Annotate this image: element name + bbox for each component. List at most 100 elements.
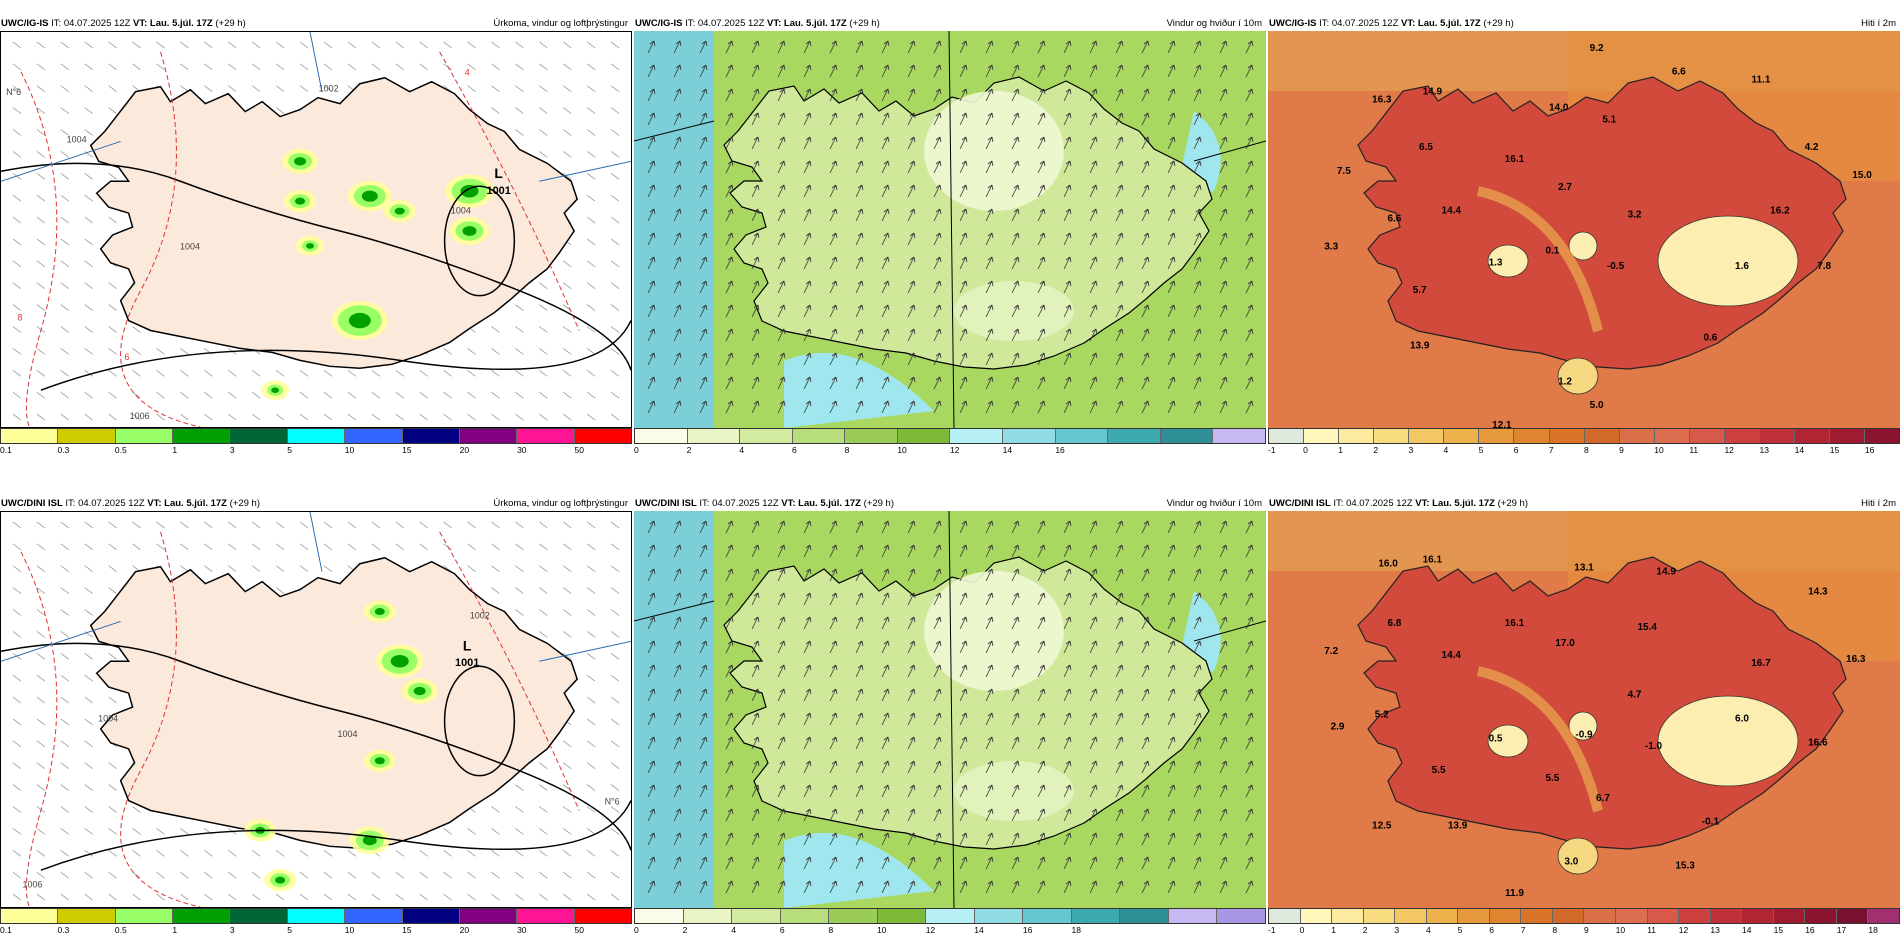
legend-swatch <box>1055 429 1109 443</box>
legend-tick-label: 3 <box>229 925 235 935</box>
wind-arrow <box>985 88 994 102</box>
wind-arrow <box>829 184 838 198</box>
wind-arrow <box>881 352 890 366</box>
wind-arrow <box>803 520 812 534</box>
wind-arrow <box>1063 880 1072 894</box>
wind-barb <box>84 674 93 682</box>
wind-arrow <box>725 256 734 270</box>
legend-tick-label: 3 <box>1408 445 1414 455</box>
wind-barb <box>228 391 237 399</box>
map-precip: L 1001 1002 1004 1004 1004 1006 8 6 4 N°6 <box>0 31 632 428</box>
wind-arrow <box>1063 160 1072 174</box>
legend-bar <box>0 428 632 444</box>
legend-ticks: -1012345678910111213141516171819 <box>1268 925 1900 936</box>
wind-arrow <box>829 880 838 894</box>
wind-arrow <box>907 112 916 126</box>
wind-arrow <box>881 400 890 414</box>
wind-barb <box>371 543 381 551</box>
wind-arrow <box>1141 784 1150 798</box>
wind-barb <box>156 893 165 901</box>
wind-arrow <box>959 40 968 54</box>
wind-arrow <box>907 256 916 270</box>
model-name: UWC/IG-IS <box>635 18 683 29</box>
wind-barb <box>562 871 572 879</box>
wind-arrow <box>1193 880 1202 894</box>
wind-arrow <box>1115 880 1124 894</box>
legend-tick-label: 5 <box>287 445 292 455</box>
isoline-label: 1004 <box>98 713 118 723</box>
wind-arrow <box>1167 64 1176 78</box>
wind-arrow <box>1115 400 1124 414</box>
legend-tick-label: 0 <box>634 925 639 935</box>
wind-arrow <box>1115 784 1124 798</box>
wind-arrow <box>1037 616 1046 630</box>
wind-barb <box>586 63 596 71</box>
wind-barb <box>586 893 596 901</box>
wind-arrow <box>881 592 890 606</box>
wind-arrow <box>1245 736 1254 750</box>
wind-barb <box>60 216 70 224</box>
wind-arrow <box>1037 64 1046 78</box>
temperature-label: 14.4 <box>1442 650 1462 661</box>
wind-arrow <box>1193 400 1202 414</box>
wind-barb <box>610 63 620 71</box>
map-panel-wind: UWC/IG-IS IT: 04.07.2025 12Z VT: Lau. 5.… <box>634 17 1266 457</box>
wind-barb <box>371 391 381 399</box>
wind-barb <box>60 828 70 835</box>
wind-barb <box>443 413 452 421</box>
legend-swatch <box>1794 429 1830 443</box>
wind-arrow <box>985 736 994 750</box>
wind-arrow <box>647 40 656 54</box>
low-pressure-label: 1001 <box>487 185 511 197</box>
wind-arrow <box>1011 88 1020 102</box>
wind-arrow <box>855 544 864 558</box>
legend-swatch <box>1120 909 1169 923</box>
wind-barb <box>108 304 117 311</box>
wind-barb <box>586 194 596 202</box>
wind-arrow <box>803 784 812 798</box>
wind-arrow <box>725 184 734 198</box>
wind-barb <box>586 129 596 136</box>
legend-swatch <box>402 909 460 923</box>
wind-arrow <box>1141 688 1150 702</box>
wind-arrow <box>1141 736 1150 750</box>
wind-barb <box>12 784 22 791</box>
wind-barb <box>586 784 596 791</box>
wind-arrow <box>1167 640 1176 654</box>
wind-barb <box>156 543 165 551</box>
wind-barb <box>539 784 548 791</box>
wind-barb <box>84 260 93 268</box>
wind-arrow <box>725 328 734 342</box>
vt-label: VT: <box>767 18 782 29</box>
map-graphic <box>634 511 1266 908</box>
wind-barb <box>132 326 141 333</box>
wind-arrow <box>725 112 734 126</box>
wind-arrow <box>647 808 656 822</box>
wind-arrow <box>1063 544 1072 558</box>
wind-arrow <box>1219 232 1228 246</box>
wind-arrow <box>1037 88 1046 102</box>
wind-barb <box>467 828 476 835</box>
wind-arrow <box>855 376 864 390</box>
wind-arrow <box>1245 208 1254 222</box>
wind-arrow <box>751 856 760 870</box>
wind-arrow <box>1037 760 1046 774</box>
wind-barb <box>515 85 524 93</box>
wind-arrow <box>777 760 786 774</box>
wind-barb <box>586 282 596 290</box>
wind-arrow <box>1063 760 1072 774</box>
wind-arrow <box>1193 232 1202 246</box>
wind-barb <box>204 413 213 421</box>
wind-barb <box>36 413 46 421</box>
wind-barb <box>586 762 596 770</box>
wind-barb <box>108 784 117 791</box>
legend-tick-label: 10 <box>897 445 907 455</box>
wind-arrow <box>777 568 786 582</box>
wind-barb <box>12 609 22 616</box>
wind-arrow <box>1219 664 1228 678</box>
model-name: UWC/DINI ISL <box>1269 498 1331 509</box>
wind-barb <box>84 762 93 770</box>
legend-swatch <box>635 909 684 923</box>
isoline-label: 8 <box>17 312 22 322</box>
wind-barb <box>610 849 620 857</box>
